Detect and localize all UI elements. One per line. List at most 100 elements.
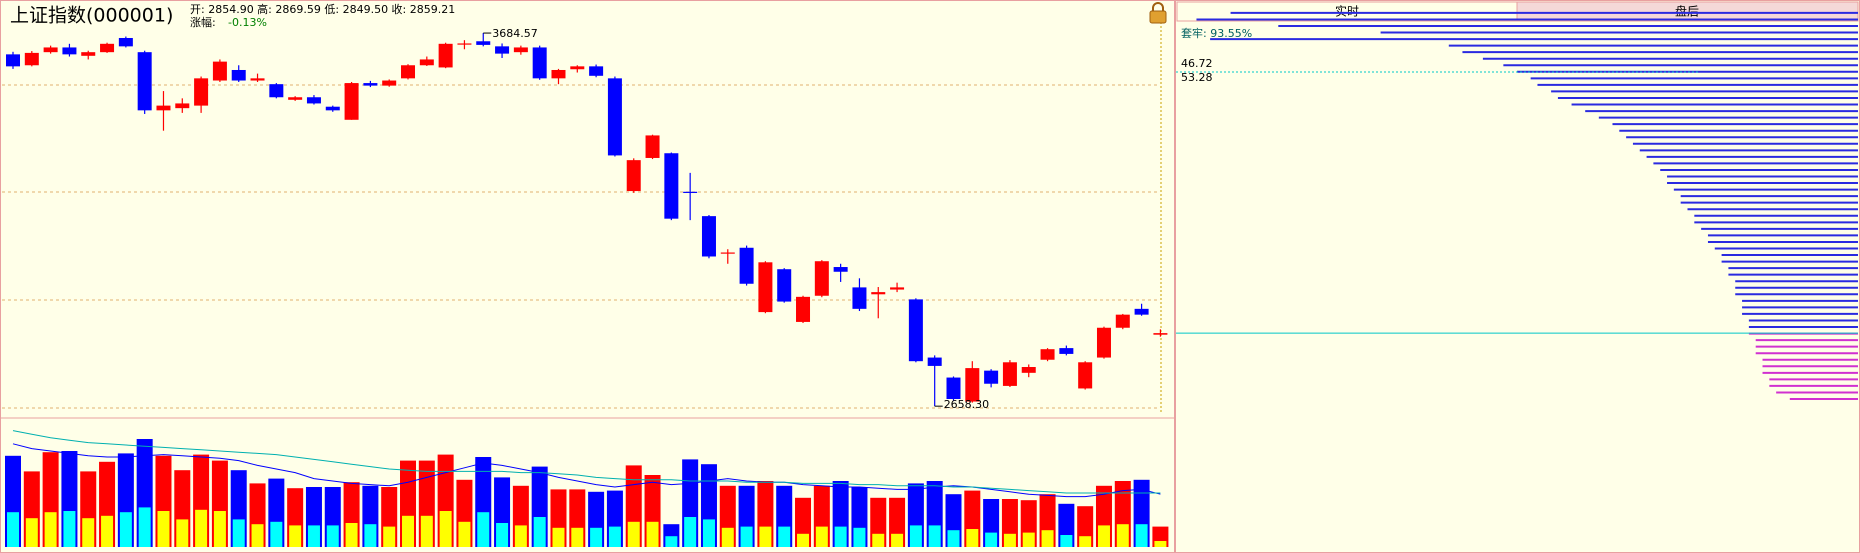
candle-body	[81, 52, 96, 56]
candle-body	[984, 370, 999, 384]
volume-inner-bar	[383, 526, 396, 547]
volume-inner-bar	[966, 529, 979, 547]
candle-body	[720, 252, 735, 254]
candle-body	[306, 97, 321, 104]
candle-body	[438, 43, 453, 68]
candle-body	[325, 106, 340, 111]
candle-body	[1096, 327, 1111, 358]
volume-inner-bar	[1060, 535, 1073, 547]
candle-body	[796, 296, 811, 322]
volume-inner-bar	[1041, 530, 1054, 547]
candle-body	[1059, 348, 1074, 354]
candle-body	[457, 43, 472, 45]
volume-inner-bar	[608, 526, 621, 547]
candle-body	[551, 69, 566, 79]
volume-inner-bar	[815, 526, 828, 547]
low-annotation: 2658.30	[944, 398, 990, 411]
candle-body	[908, 299, 923, 362]
volume-inner-bar	[364, 524, 377, 547]
volume-inner-bar	[232, 519, 245, 547]
candle-body	[1115, 314, 1130, 328]
candle-body	[852, 287, 867, 309]
candle-body	[890, 287, 905, 290]
candle-body	[927, 357, 942, 366]
candle-body	[6, 54, 20, 67]
volume-inner-bar	[157, 511, 170, 547]
lock-icon[interactable]	[1149, 2, 1167, 24]
candle-body	[871, 292, 886, 295]
change-value: -0.13%	[228, 16, 267, 29]
volume-inner-bar	[571, 527, 584, 547]
candle-body	[1078, 362, 1093, 389]
candle-body	[231, 69, 246, 81]
candle-body	[269, 84, 284, 98]
volume-inner-bar	[1116, 524, 1129, 547]
volume-inner-bar	[345, 523, 358, 547]
volume-inner-bar	[834, 526, 847, 547]
volume-inner-bar	[289, 525, 302, 547]
volume-inner-bar	[25, 518, 38, 547]
candle-body	[1002, 362, 1017, 386]
candle-body	[476, 41, 491, 45]
volume-inner-bar	[270, 521, 283, 547]
volume-inner-bar	[1003, 533, 1016, 547]
volume-inner-bar	[684, 517, 697, 547]
candle-body	[363, 83, 378, 86]
candle-body	[814, 261, 829, 296]
candle-body	[24, 52, 39, 66]
candle-body	[250, 78, 265, 81]
volume-inner-bar	[1097, 525, 1110, 547]
trapped-ratio: 套牢: 93.55%	[1181, 26, 1252, 40]
volume-inner-bar	[82, 518, 95, 547]
volume-inner-bar	[590, 527, 603, 547]
candle-body	[1040, 349, 1055, 360]
volume-inner-bar	[514, 525, 527, 547]
volume-inner-bar	[7, 512, 19, 547]
volume-inner-bar	[928, 525, 941, 547]
candle-body	[62, 47, 77, 55]
candle-body	[382, 80, 397, 86]
volume-inner-bar	[552, 527, 565, 547]
candle-body	[137, 52, 152, 111]
side-panel	[1175, 0, 1860, 553]
volume-inner-bar	[627, 521, 640, 547]
volume-inner-bar	[909, 525, 922, 547]
candle-body	[43, 47, 58, 53]
candle-body	[626, 160, 641, 192]
candle-body	[965, 368, 980, 402]
volume-inner-bar	[420, 515, 433, 547]
candle-body	[118, 37, 133, 47]
volume-inner-bar	[665, 536, 678, 547]
volume-inner-bar	[740, 526, 753, 547]
volume-inner-bar	[44, 512, 57, 547]
candle-body	[288, 97, 303, 100]
tab-label[interactable]: 实时	[1335, 4, 1359, 19]
volume-inner-bar	[853, 527, 866, 547]
volume-inner-bar	[402, 515, 415, 547]
volume-inner-bar	[1154, 541, 1167, 547]
volume-inner-bar	[1135, 524, 1148, 547]
candle-body	[683, 191, 698, 193]
volume-inner-bar	[496, 523, 509, 547]
volume-inner-bar	[176, 519, 189, 547]
candle-body	[401, 65, 416, 79]
candle-body	[419, 59, 434, 66]
volume-inner-bar	[251, 524, 264, 547]
change-label: 涨幅:	[190, 16, 216, 29]
candle-body	[739, 247, 754, 284]
candle-body	[833, 267, 848, 272]
volume-inner-bar	[307, 525, 320, 547]
volume-inner-bar	[985, 532, 998, 547]
volume-inner-bar	[778, 526, 791, 547]
cost-label: 53.28	[1181, 71, 1213, 84]
candle-body	[1153, 333, 1168, 335]
candle-body	[645, 135, 660, 158]
volume-inner-bar	[533, 517, 546, 547]
tab[interactable]	[1516, 1, 1859, 22]
candle-body	[664, 153, 679, 219]
volume-inner-bar	[477, 512, 490, 547]
volume-inner-bar	[458, 521, 471, 547]
candle-body	[589, 66, 604, 76]
volume-inner-bar	[439, 511, 452, 547]
tab-label[interactable]: 盘后	[1675, 4, 1699, 19]
